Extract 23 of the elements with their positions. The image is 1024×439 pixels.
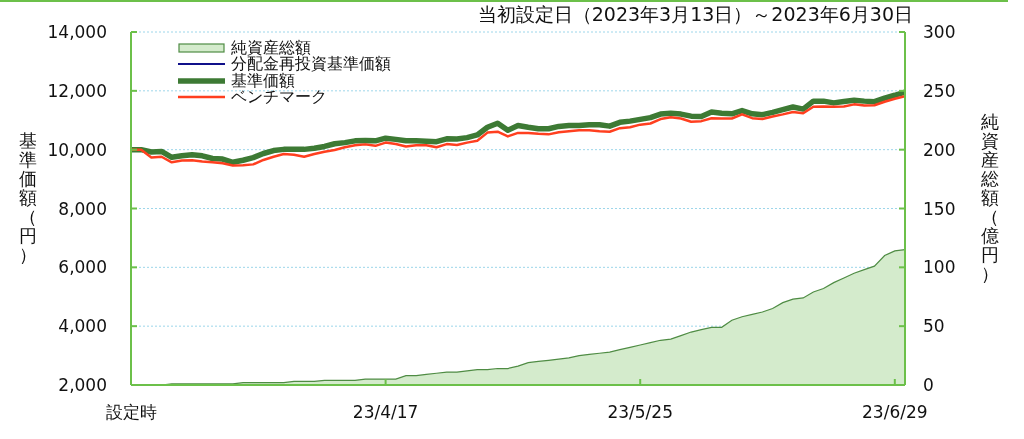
y-tick-label: 6,000: [58, 257, 107, 278]
y2-tick-label: 50: [923, 316, 945, 337]
y-tick-label: 2,000: [58, 375, 107, 395]
legend-label: 分配金再投資基準価額: [231, 54, 391, 74]
y2-tick-label: 150: [923, 198, 956, 219]
legend-label: 純資産総額: [231, 38, 311, 57]
y-tick-label: 14,000: [47, 22, 107, 42]
text: 純資産総額（億円）: [981, 111, 1000, 284]
y-tick-label: 12,000: [47, 80, 107, 101]
chart-title: 当初設定日（2023年3月13日）～2023年6月30日: [477, 2, 913, 26]
x-tick-label: 23/6/29: [862, 402, 928, 422]
y2-tick-label: 100: [923, 257, 956, 278]
y2-tick-label: 250: [923, 80, 956, 101]
y2-tick-label: 200: [923, 139, 956, 160]
y-tick-label: 10,000: [47, 139, 107, 160]
x-tick-label: 23/4/17: [352, 402, 419, 422]
y2-tick-label: 300: [923, 22, 956, 42]
x-tick-label: 設定時: [105, 402, 157, 422]
y-tick-label: 8,000: [58, 198, 107, 219]
y2-tick-label: 0: [923, 375, 934, 395]
y-axis-title: 基準価額（円）: [18, 130, 39, 265]
x-tick-label: 23/5/25: [607, 402, 673, 422]
y-tick-label: 4,000: [58, 316, 107, 337]
